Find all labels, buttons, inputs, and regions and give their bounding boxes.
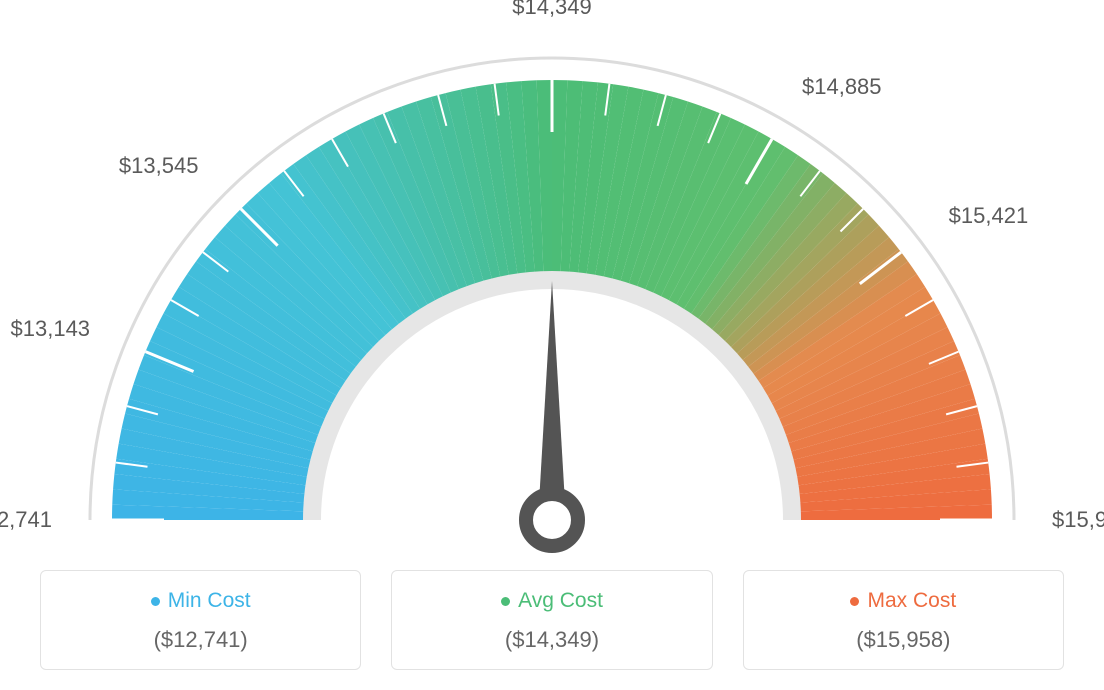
gauge-scale-label: $15,958 [1052,507,1104,533]
max-dot-icon [850,597,859,606]
min-cost-value: ($12,741) [51,627,350,653]
gauge-scale-label: $14,885 [802,74,882,100]
gauge-scale-label: $13,545 [119,153,199,179]
min-cost-card: Min Cost ($12,741) [40,570,361,670]
avg-dot-icon [501,597,510,606]
max-cost-card: Max Cost ($15,958) [743,570,1064,670]
gauge-svg [0,0,1104,560]
gauge-scale-label: $15,421 [949,203,1029,229]
min-dot-icon [151,597,160,606]
avg-title-text: Avg Cost [518,589,603,612]
gauge-chart: $12,741 $13,143 $13,545 $14,349 $14,885 $15,4… [0,0,1104,560]
max-cost-title: Max Cost [754,589,1053,613]
max-cost-value: ($15,958) [754,627,1053,653]
cost-cards: Min Cost ($12,741) Avg Cost ($14,349) Ma… [40,570,1064,670]
max-title-text: Max Cost [867,589,956,612]
avg-cost-value: ($14,349) [402,627,701,653]
gauge-scale-label: $14,349 [512,0,592,20]
gauge-scale-label: $12,741 [0,507,52,533]
gauge-scale-label: $13,143 [11,316,91,342]
min-title-text: Min Cost [168,589,251,612]
avg-cost-card: Avg Cost ($14,349) [391,570,712,670]
min-cost-title: Min Cost [51,589,350,613]
avg-cost-title: Avg Cost [402,589,701,613]
